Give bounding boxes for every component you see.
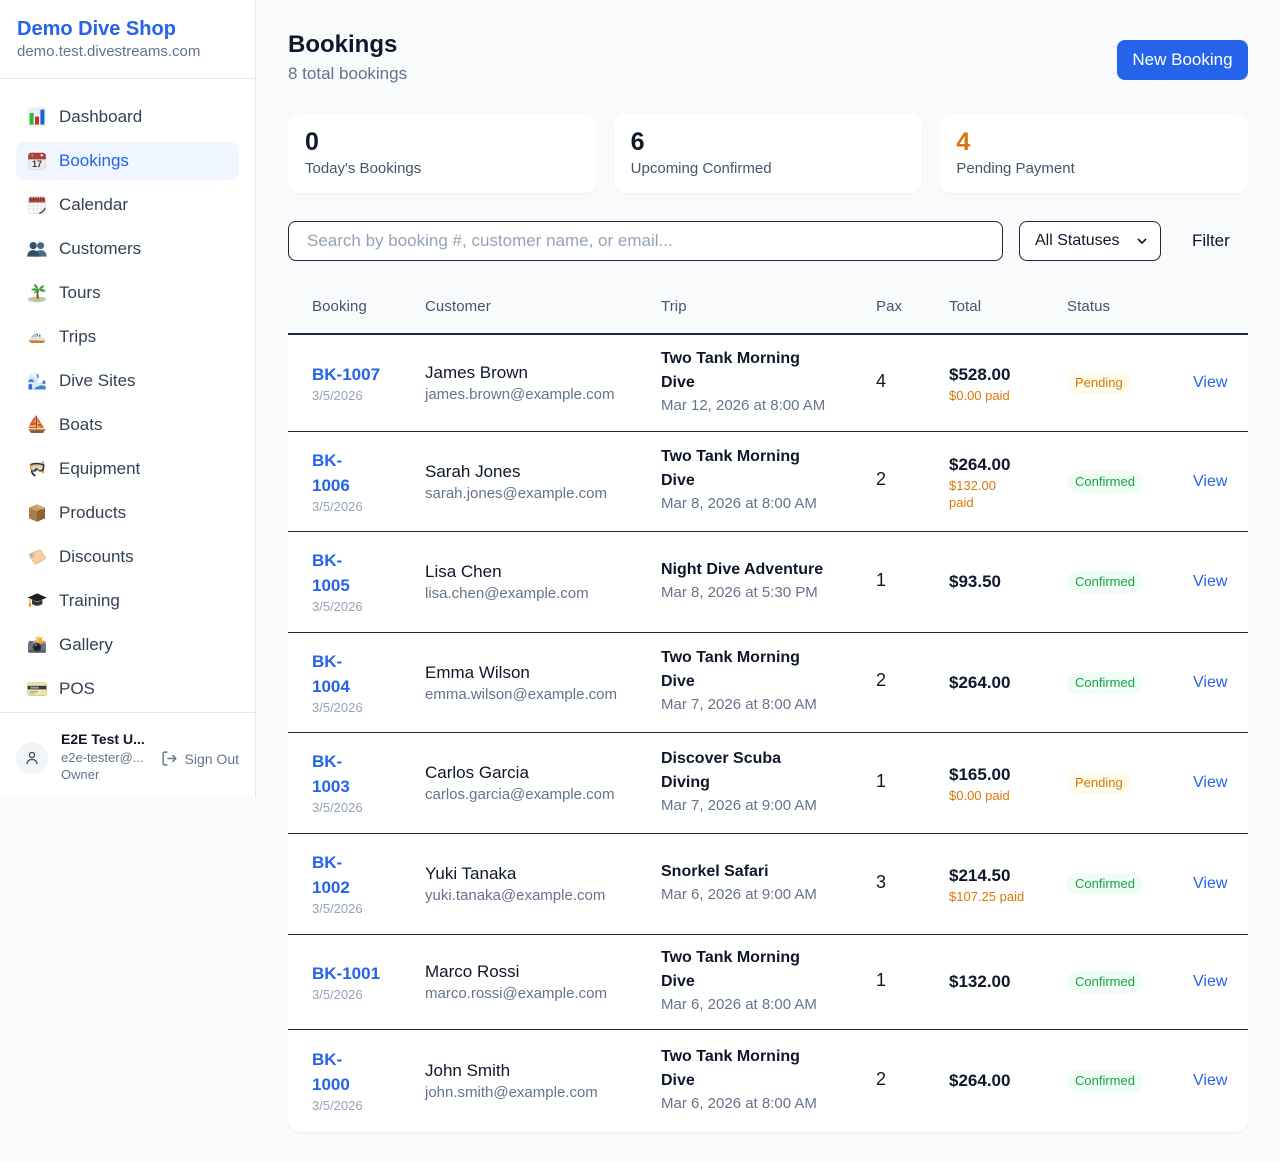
svg-text:17: 17 <box>32 159 42 169</box>
